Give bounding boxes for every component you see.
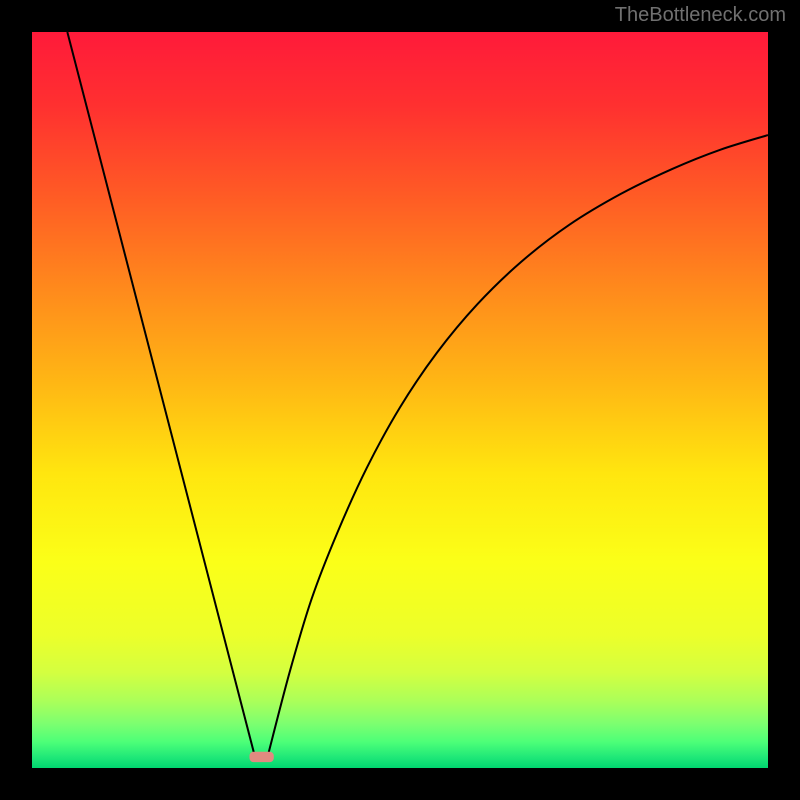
curve-layer <box>32 32 768 768</box>
minimum-marker <box>249 752 273 762</box>
left-branch <box>67 32 255 757</box>
right-branch <box>268 135 768 757</box>
watermark-text: TheBottleneck.com <box>615 4 786 27</box>
plot-area <box>32 32 768 768</box>
